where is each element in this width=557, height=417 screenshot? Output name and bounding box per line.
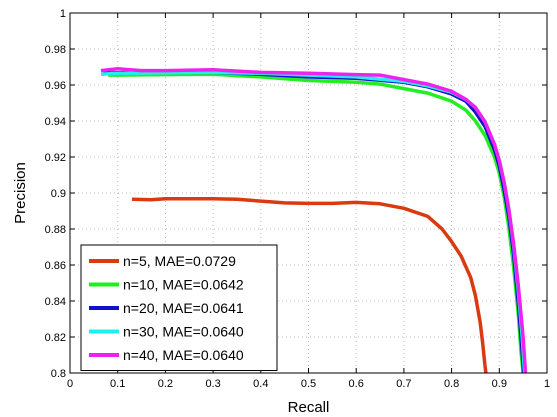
y-tick-label: 0.98 — [45, 44, 66, 56]
legend-label-5: n=40, MAE=0.0640 — [123, 347, 244, 363]
x-tick-label: 0.9 — [492, 378, 507, 390]
x-tick-label: 0.4 — [253, 378, 268, 390]
x-tick-label: 0.1 — [110, 378, 125, 390]
legend-label-4: n=30, MAE=0.0640 — [123, 324, 244, 340]
legend-label-3: n=20, MAE=0.0641 — [123, 300, 244, 316]
x-tick-label: 0.5 — [301, 378, 316, 390]
y-tick-label: 0.96 — [45, 80, 66, 92]
y-tick-label: 0.86 — [45, 260, 66, 272]
y-tick-label: 0.8 — [51, 368, 66, 380]
x-tick-label: 0.6 — [349, 378, 364, 390]
y-tick-label: 0.84 — [45, 296, 66, 308]
x-tick-label: 0.2 — [158, 378, 173, 390]
x-tick-label: 0.8 — [444, 378, 459, 390]
y-tick-label: 0.82 — [45, 332, 66, 344]
x-tick-label: 1 — [544, 378, 550, 390]
y-tick-labels: 0.8 0.82 0.84 0.86 0.88 0.9 0.92 0.94 0.96 0.98 1 — [45, 8, 66, 380]
legend: n=5, MAE=0.0729 n=10, MAE=0.0642 n=20, MAE… — [80, 244, 278, 371]
y-tick-label: 0.9 — [51, 188, 66, 200]
series-line-1 — [131, 197, 488, 374]
series-group — [100, 67, 528, 374]
y-tick-label: 1 — [60, 8, 66, 20]
legend-label-1: n=5, MAE=0.0729 — [123, 253, 236, 269]
series-line-5 — [100, 67, 528, 374]
y-tick-label: 0.92 — [45, 152, 66, 164]
x-tick-label: 0 — [67, 378, 73, 390]
y-axis-label: Precision — [12, 162, 29, 224]
y-tick-label: 0.94 — [45, 116, 66, 128]
legend-label-2: n=10, MAE=0.0642 — [123, 277, 244, 293]
x-tick-labels: 0 0.1 0.2 0.3 0.4 0.5 0.6 0.7 0.8 0.9 1 — [67, 378, 550, 390]
x-tick-label: 0.3 — [205, 378, 220, 390]
y-tick-label: 0.88 — [45, 224, 66, 236]
x-tick-label: 0.7 — [396, 378, 411, 390]
x-axis-label: Recall — [288, 399, 330, 416]
